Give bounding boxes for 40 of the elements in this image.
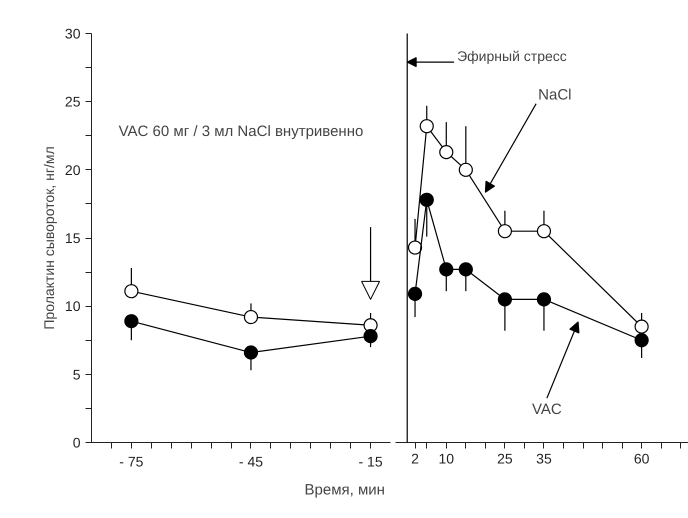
y-tick-label: 20 <box>64 162 81 178</box>
text: VAC <box>532 401 562 418</box>
point <box>498 224 512 238</box>
point <box>408 286 422 301</box>
point <box>420 119 434 134</box>
x-tick-label: - 15 <box>358 454 383 470</box>
y-tick-label: 30 <box>64 26 81 42</box>
point <box>244 310 258 324</box>
point <box>124 314 138 328</box>
point <box>439 262 454 276</box>
x-tick-label: 35 <box>536 450 552 466</box>
x-axis-title: Время, мин <box>304 482 385 498</box>
ref-line-label: Эфирный стресс <box>457 48 567 64</box>
point <box>124 284 138 298</box>
point <box>634 333 649 348</box>
point <box>244 345 258 360</box>
point <box>536 292 552 306</box>
point <box>408 240 422 255</box>
y-tick-label: 5 <box>72 366 81 382</box>
text: NaCl <box>538 86 572 104</box>
point <box>363 329 378 344</box>
point <box>458 262 473 276</box>
y-tick-label: 10 <box>64 298 81 314</box>
point <box>634 320 649 334</box>
point <box>439 145 454 160</box>
point <box>498 292 512 306</box>
point <box>536 224 552 238</box>
y-axis-title: Пролактин сывороток, нг/мл <box>40 146 57 330</box>
point <box>420 192 434 207</box>
y-tick-label: 15 <box>64 230 81 246</box>
x-tick-label: - 45 <box>238 454 264 470</box>
y-tick-label: 25 <box>64 94 81 110</box>
x-tick-label: 25 <box>497 450 513 466</box>
point <box>458 162 473 177</box>
x-tick-label: - 75 <box>119 454 144 470</box>
x-tick-label: 2 <box>411 450 420 466</box>
annotation: VAC 60 мг / 3 мл NaCl внутривенно <box>118 122 364 140</box>
y-tick-label: 0 <box>72 434 81 450</box>
x-tick-label: 10 <box>438 450 454 466</box>
x-tick-label: 60 <box>634 450 650 466</box>
